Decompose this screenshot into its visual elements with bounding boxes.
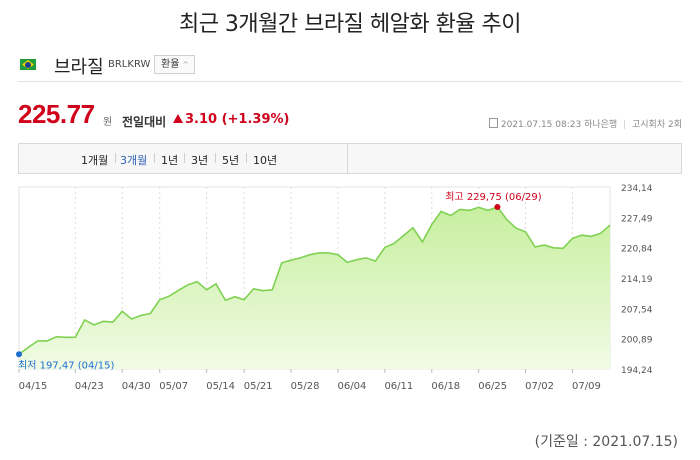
tab-separator (184, 153, 185, 163)
chart-series-line (18, 206, 611, 355)
x-tick-label: 04/23 (75, 381, 104, 392)
chevron-down-icon: ^ (182, 61, 189, 69)
price-unit: 원 (103, 117, 113, 128)
tab-separator (154, 153, 155, 163)
high-point-label: 최고 229,75 (06/29) (445, 191, 541, 203)
x-tick-label: 07/02 (525, 381, 554, 392)
x-axis: 04/15 04/23 04/30 05/07 05/14 05/21 05/28 06/04… (18, 369, 601, 392)
x-tick-label: 07/09 (572, 381, 601, 392)
notice-round: 고시회차 2회 (632, 120, 682, 130)
tab-separator (215, 153, 216, 163)
tab-3-year[interactable]: 3년 (191, 154, 209, 167)
currency-name: 브라질 (54, 57, 104, 78)
current-price: 225.77 (18, 99, 95, 129)
y-tick-label: 234,14 (621, 184, 653, 194)
x-tick-label: 06/25 (478, 381, 507, 392)
y-tick-label: 214,19 (621, 275, 653, 285)
period-tabs: 1개월 3개월 1년 3년 5년 10년 (18, 143, 682, 174)
chart-area (19, 207, 610, 369)
page-title: 최근 3개월간 브라질 헤알화 환율 추이 (178, 12, 522, 37)
rate-type-label: 환율 (161, 59, 180, 70)
y-tick-label: 227,49 (621, 214, 653, 224)
x-tick-label: 05/07 (159, 381, 188, 392)
tab-1-year[interactable]: 1년 (161, 154, 179, 167)
rate-type-dropdown[interactable]: 환율 ^ (154, 55, 196, 74)
x-tick-label: 06/18 (431, 381, 460, 392)
reference-date: (기준일 : 2021.07.15) (534, 434, 678, 450)
y-axis: 234,14 227,49 220,84 214,19 207,54 200,89 194,… (621, 184, 653, 376)
quote-meta: 2021.07.15 08:23 하나은행 | 고시회차 2회 (488, 117, 682, 130)
low-point-label: 최저 197,47 (04/15) (18, 359, 114, 371)
tab-3-month[interactable]: 3개월 (120, 154, 148, 167)
tab-10-year[interactable]: 10년 (253, 154, 278, 167)
tab-1-month[interactable]: 1개월 (81, 154, 109, 167)
tab-separator (115, 153, 116, 163)
x-tick-label: 04/15 (19, 381, 48, 392)
up-triangle-icon (173, 114, 183, 123)
x-tick-label: 05/21 (244, 381, 273, 392)
currency-code: BRLKRW (108, 59, 151, 70)
quote-bank: 하나은행 (584, 120, 618, 130)
exchange-rate-chart: 234,14 227,49 220,84 214,19 207,54 200,89 194,… (16, 184, 653, 392)
x-tick-label: 05/28 (291, 381, 320, 392)
tab-separator (246, 153, 247, 163)
y-tick-label: 200,89 (621, 336, 653, 346)
change-label: 전일대비 (122, 115, 167, 129)
y-tick-label: 207,54 (621, 305, 653, 315)
tab-5-year[interactable]: 5년 (222, 154, 240, 167)
chart-markers: 최고 229,75 (06/29) 최저 197,47 (04/15) (16, 191, 542, 371)
y-tick-label: 194,24 (621, 366, 653, 376)
brazil-flag-icon (20, 59, 36, 70)
x-tick-label: 06/11 (384, 381, 413, 392)
x-tick-label: 06/04 (338, 381, 367, 392)
low-point-marker (16, 351, 22, 358)
quote-datetime: 2021.07.15 08:23 (500, 120, 582, 130)
change-value: 3.10 (+1.39%) (185, 112, 290, 127)
meta-divider: | (623, 120, 627, 130)
high-point-marker (494, 204, 501, 211)
x-tick-label: 05/14 (206, 381, 235, 392)
tabs-divider (347, 144, 348, 173)
x-tick-label: 04/30 (122, 381, 151, 392)
y-tick-label: 220,84 (621, 245, 653, 255)
document-icon (488, 118, 498, 128)
currency-header: 브라질 BRLKRW 환율 ^ (18, 52, 682, 82)
